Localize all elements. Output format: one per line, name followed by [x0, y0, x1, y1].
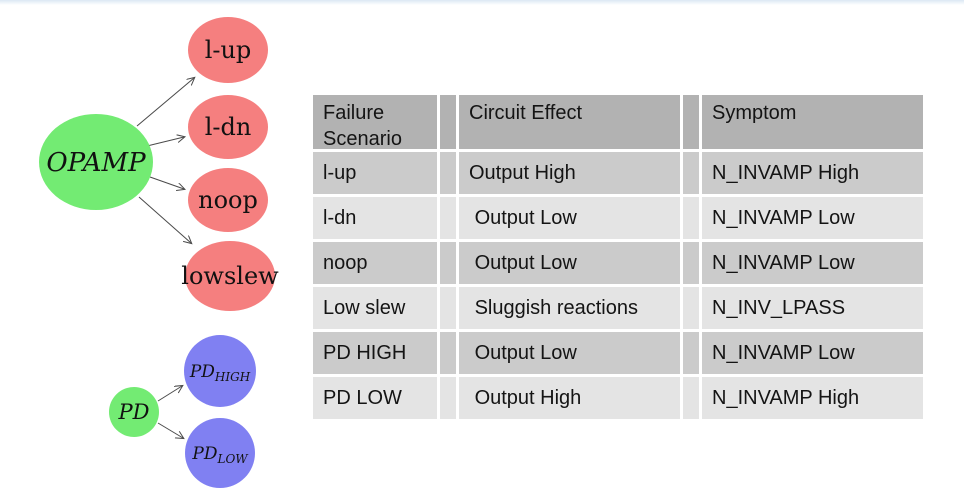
spacer-cell [683, 332, 699, 374]
cell-effect: Sluggish reactions [459, 287, 680, 329]
spacer-cell [683, 197, 699, 239]
node-lup [188, 17, 268, 83]
cell-scenario: noop [313, 242, 437, 284]
spacer-cell [440, 152, 456, 194]
cell-effect: Output Low [459, 242, 680, 284]
node-pd-low-label: PDLOW [191, 444, 249, 466]
edge-opamp-lowslew [138, 196, 191, 243]
cell-scenario: l-dn [313, 197, 437, 239]
cell-symptom: N_INVAMP Low [702, 332, 923, 374]
header-symptom: Symptom [702, 95, 923, 149]
header-spacer-1 [440, 95, 456, 149]
node-opamp-label: OPAMP [46, 148, 146, 178]
cell-effect: Output Low [459, 197, 680, 239]
node-opamp [39, 114, 153, 210]
node-ldn-label: l-dn [205, 113, 252, 141]
edge-pd-low [157, 422, 183, 438]
node-noop [188, 168, 268, 232]
edge-pd-high [157, 386, 182, 402]
header-failure-scenario: Failure Scenario [313, 95, 437, 149]
window-top-edge [0, 0, 964, 5]
edge-opamp-lup [136, 78, 194, 127]
node-pd-high-label: PDHIGH [189, 362, 251, 384]
cell-scenario: Low slew [313, 287, 437, 329]
cell-symptom: N_INV_LPASS [702, 287, 923, 329]
node-pd [109, 387, 159, 437]
spacer-cell [683, 242, 699, 284]
edge-opamp-noop [149, 176, 184, 189]
node-ldn [188, 95, 268, 159]
cell-effect: Output High [459, 152, 680, 194]
cell-effect: Output High [459, 377, 680, 419]
node-pd-label: PD [118, 400, 150, 424]
edge-opamp-ldn [146, 137, 184, 147]
node-lowslew-label: lowslew [181, 262, 279, 290]
spacer-cell [683, 377, 699, 419]
node-lup-label: l-up [205, 36, 252, 64]
node-lowslew [185, 241, 275, 311]
cell-symptom: N_INVAMP High [702, 152, 923, 194]
cell-scenario: PD LOW [313, 377, 437, 419]
spacer-cell [440, 377, 456, 419]
cell-symptom: N_INVAMP Low [702, 197, 923, 239]
spacer-cell [440, 332, 456, 374]
cell-scenario: l-up [313, 152, 437, 194]
cell-symptom: N_INVAMP Low [702, 242, 923, 284]
header-spacer-2 [683, 95, 699, 149]
failure-scenario-table: Failure Scenario Circuit Effect Symptom … [313, 95, 923, 419]
cell-effect: Output Low [459, 332, 680, 374]
node-noop-label: noop [198, 186, 258, 214]
spacer-cell [683, 152, 699, 194]
header-circuit-effect: Circuit Effect [459, 95, 680, 149]
spacer-cell [440, 197, 456, 239]
node-pd-low [185, 418, 255, 488]
fault-tree-diagram: OPAMP l-up l-dn noop lowslew PD PDHIGH P… [39, 17, 279, 488]
node-pd-high [184, 335, 256, 407]
spacer-cell [440, 287, 456, 329]
spacer-cell [440, 242, 456, 284]
cell-symptom: N_INVAMP High [702, 377, 923, 419]
spacer-cell [683, 287, 699, 329]
cell-scenario: PD HIGH [313, 332, 437, 374]
